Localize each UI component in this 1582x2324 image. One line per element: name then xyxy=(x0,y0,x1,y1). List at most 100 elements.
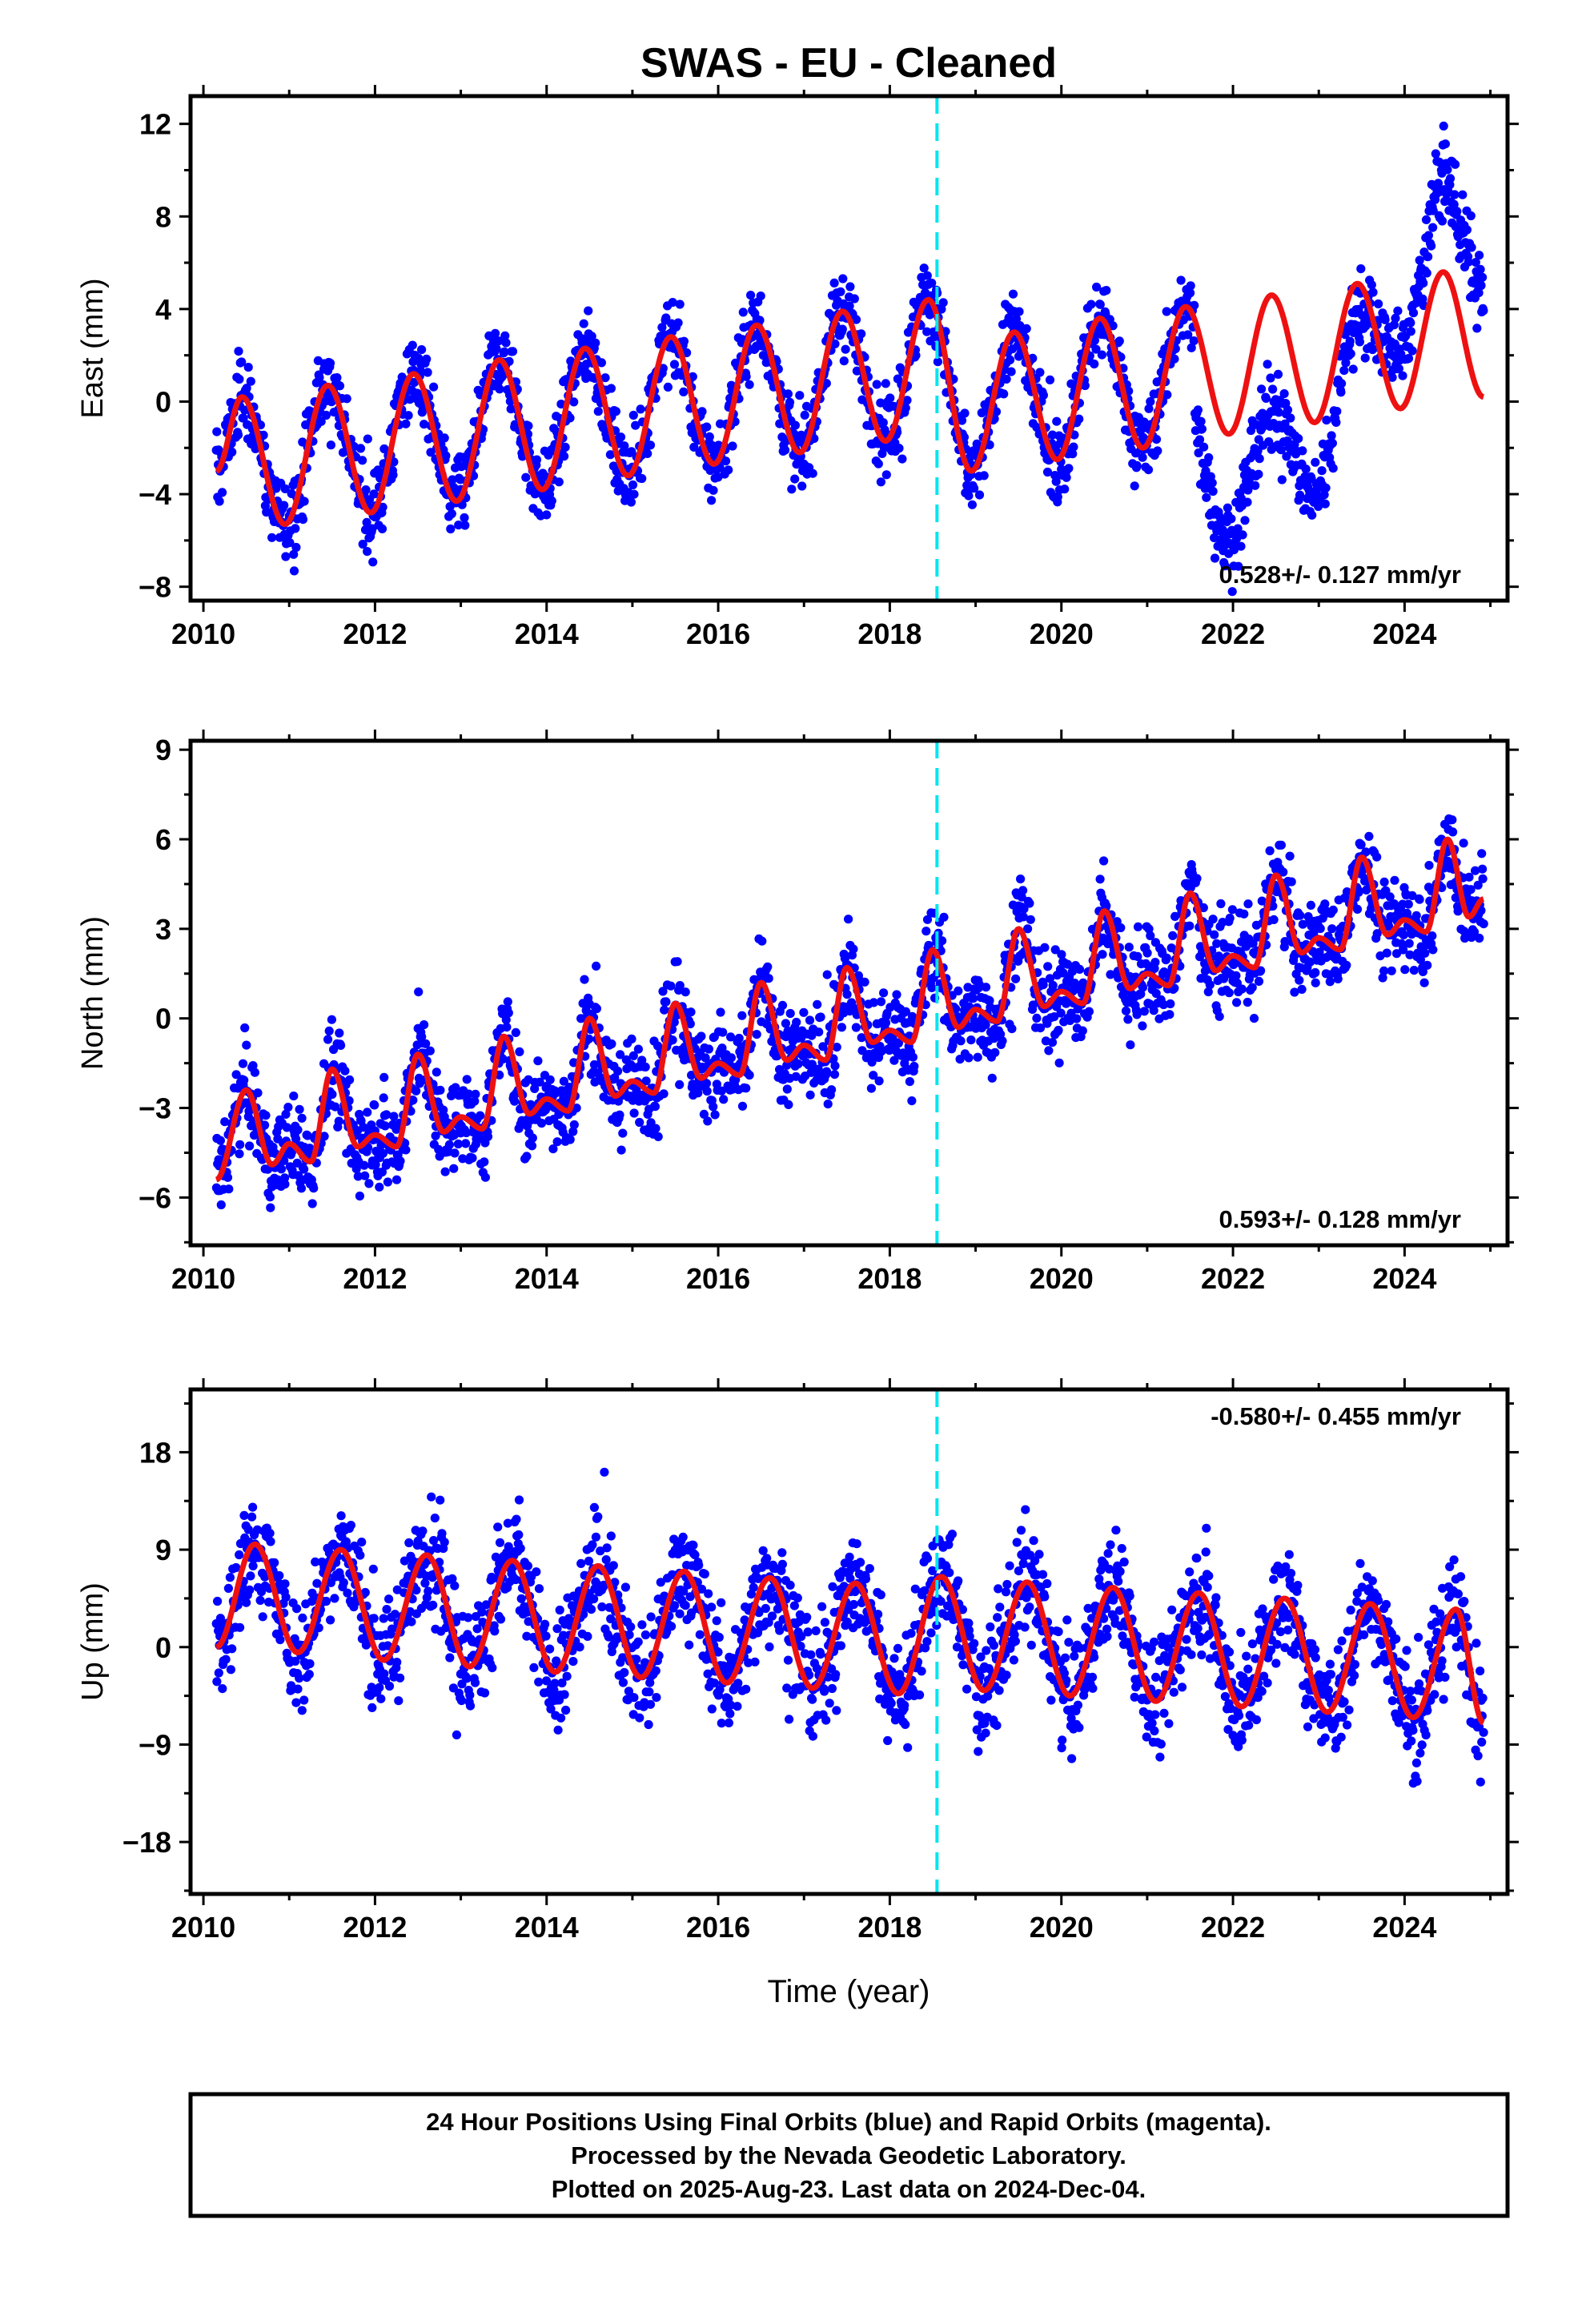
east-y-tick-label: 0 xyxy=(155,385,171,418)
east-data-point xyxy=(675,300,685,309)
east-data-point xyxy=(1143,465,1154,475)
north-data-point xyxy=(281,1109,291,1119)
up-data-point xyxy=(214,1668,223,1678)
north-data-point xyxy=(981,983,991,992)
north-data-point xyxy=(1232,998,1242,1007)
north-data-point xyxy=(927,983,937,992)
east-data-point xyxy=(1423,252,1433,262)
east-data-point xyxy=(325,358,335,368)
north-data-point xyxy=(844,915,853,924)
north-data-point xyxy=(1095,875,1105,884)
north-data-point xyxy=(1099,856,1109,866)
north-data-point xyxy=(464,1089,474,1099)
north-data-point xyxy=(1372,852,1382,862)
up-data-point xyxy=(225,1573,235,1582)
east-data-point xyxy=(836,287,845,296)
up-data-point xyxy=(445,1653,455,1663)
east-data-point xyxy=(1339,366,1349,376)
east-data-point xyxy=(358,456,367,465)
north-data-point xyxy=(461,1139,471,1148)
north-data-point xyxy=(449,1164,459,1173)
east-data-point xyxy=(974,490,985,500)
east-data-point xyxy=(1391,313,1400,323)
east-data-point xyxy=(298,515,308,525)
up-data-point xyxy=(330,1594,339,1603)
east-data-point xyxy=(299,497,309,506)
up-data-point xyxy=(430,1514,440,1523)
east-data-point xyxy=(878,418,888,428)
east-data-point xyxy=(837,324,847,334)
up-data-point xyxy=(379,1614,388,1623)
north-data-point xyxy=(1311,967,1320,978)
north-data-point xyxy=(235,1140,245,1149)
east-data-point xyxy=(1062,472,1071,482)
east-data-point xyxy=(1144,404,1154,413)
north-data-point xyxy=(693,1088,703,1098)
east-data-point xyxy=(1322,416,1331,425)
north-data-point xyxy=(527,1141,537,1151)
east-data-point xyxy=(645,440,656,450)
east-data-point xyxy=(1286,413,1295,423)
up-data-point xyxy=(534,1584,544,1594)
north-data-point xyxy=(849,944,858,954)
north-data-point xyxy=(1040,943,1050,952)
north-y-tick-label: 0 xyxy=(155,1003,171,1035)
north-data-point xyxy=(726,1053,737,1063)
east-data-point xyxy=(1345,336,1355,346)
north-data-point xyxy=(260,1120,270,1130)
east-data-point xyxy=(911,351,921,360)
east-data-point xyxy=(1194,448,1203,458)
north-data-point xyxy=(718,1027,728,1037)
east-data-point xyxy=(1162,307,1171,316)
north-data-point xyxy=(1285,851,1295,861)
east-data-point xyxy=(629,489,639,499)
east-data-point xyxy=(745,380,754,389)
east-data-point xyxy=(1320,499,1330,509)
east-data-point xyxy=(901,403,910,412)
north-data-point xyxy=(822,970,832,979)
north-data-point xyxy=(323,1035,333,1044)
east-data-point xyxy=(1080,380,1090,391)
north-data-point xyxy=(476,1111,485,1120)
east-data-point xyxy=(1193,405,1203,415)
north-data-point xyxy=(265,1192,275,1202)
north-data-point xyxy=(938,936,947,946)
east-data-point xyxy=(741,372,751,381)
north-data-point xyxy=(1325,977,1335,987)
north-data-point xyxy=(701,1079,712,1088)
east-data-point xyxy=(1415,255,1424,265)
east-data-point xyxy=(579,319,588,328)
east-data-point xyxy=(697,407,707,416)
east-data-point xyxy=(1321,483,1331,493)
north-data-point xyxy=(757,936,767,946)
east-data-point xyxy=(447,509,456,519)
east-data-point xyxy=(1014,307,1024,316)
north-data-point xyxy=(1409,966,1419,975)
north-data-point xyxy=(291,1134,301,1144)
north-data-point xyxy=(784,1100,793,1109)
north-data-point xyxy=(964,1053,974,1063)
east-data-point xyxy=(494,336,504,346)
east-data-point xyxy=(1190,300,1199,310)
up-data-point xyxy=(465,1691,475,1700)
east-data-point xyxy=(1445,174,1456,183)
north-x-tick-label: 2012 xyxy=(343,1262,407,1295)
north-data-point xyxy=(359,1160,369,1170)
north-data-point xyxy=(1448,827,1458,837)
north-data-point xyxy=(737,1011,747,1020)
north-data-point xyxy=(1215,1011,1224,1021)
north-data-point xyxy=(359,1123,368,1132)
east-data-point xyxy=(1255,454,1264,464)
east-data-point xyxy=(285,538,295,548)
north-data-point xyxy=(468,1153,477,1163)
north-data-point xyxy=(282,1123,291,1132)
up-data-point xyxy=(255,1595,265,1605)
up-data-point xyxy=(470,1678,480,1687)
east-data-point xyxy=(1331,417,1341,428)
up-data-point xyxy=(534,1677,544,1687)
north-data-point xyxy=(335,1028,344,1038)
north-data-point xyxy=(1475,933,1484,943)
north-data-point xyxy=(1411,911,1421,920)
north-data-point xyxy=(412,1086,421,1096)
up-data-point xyxy=(218,1684,227,1694)
